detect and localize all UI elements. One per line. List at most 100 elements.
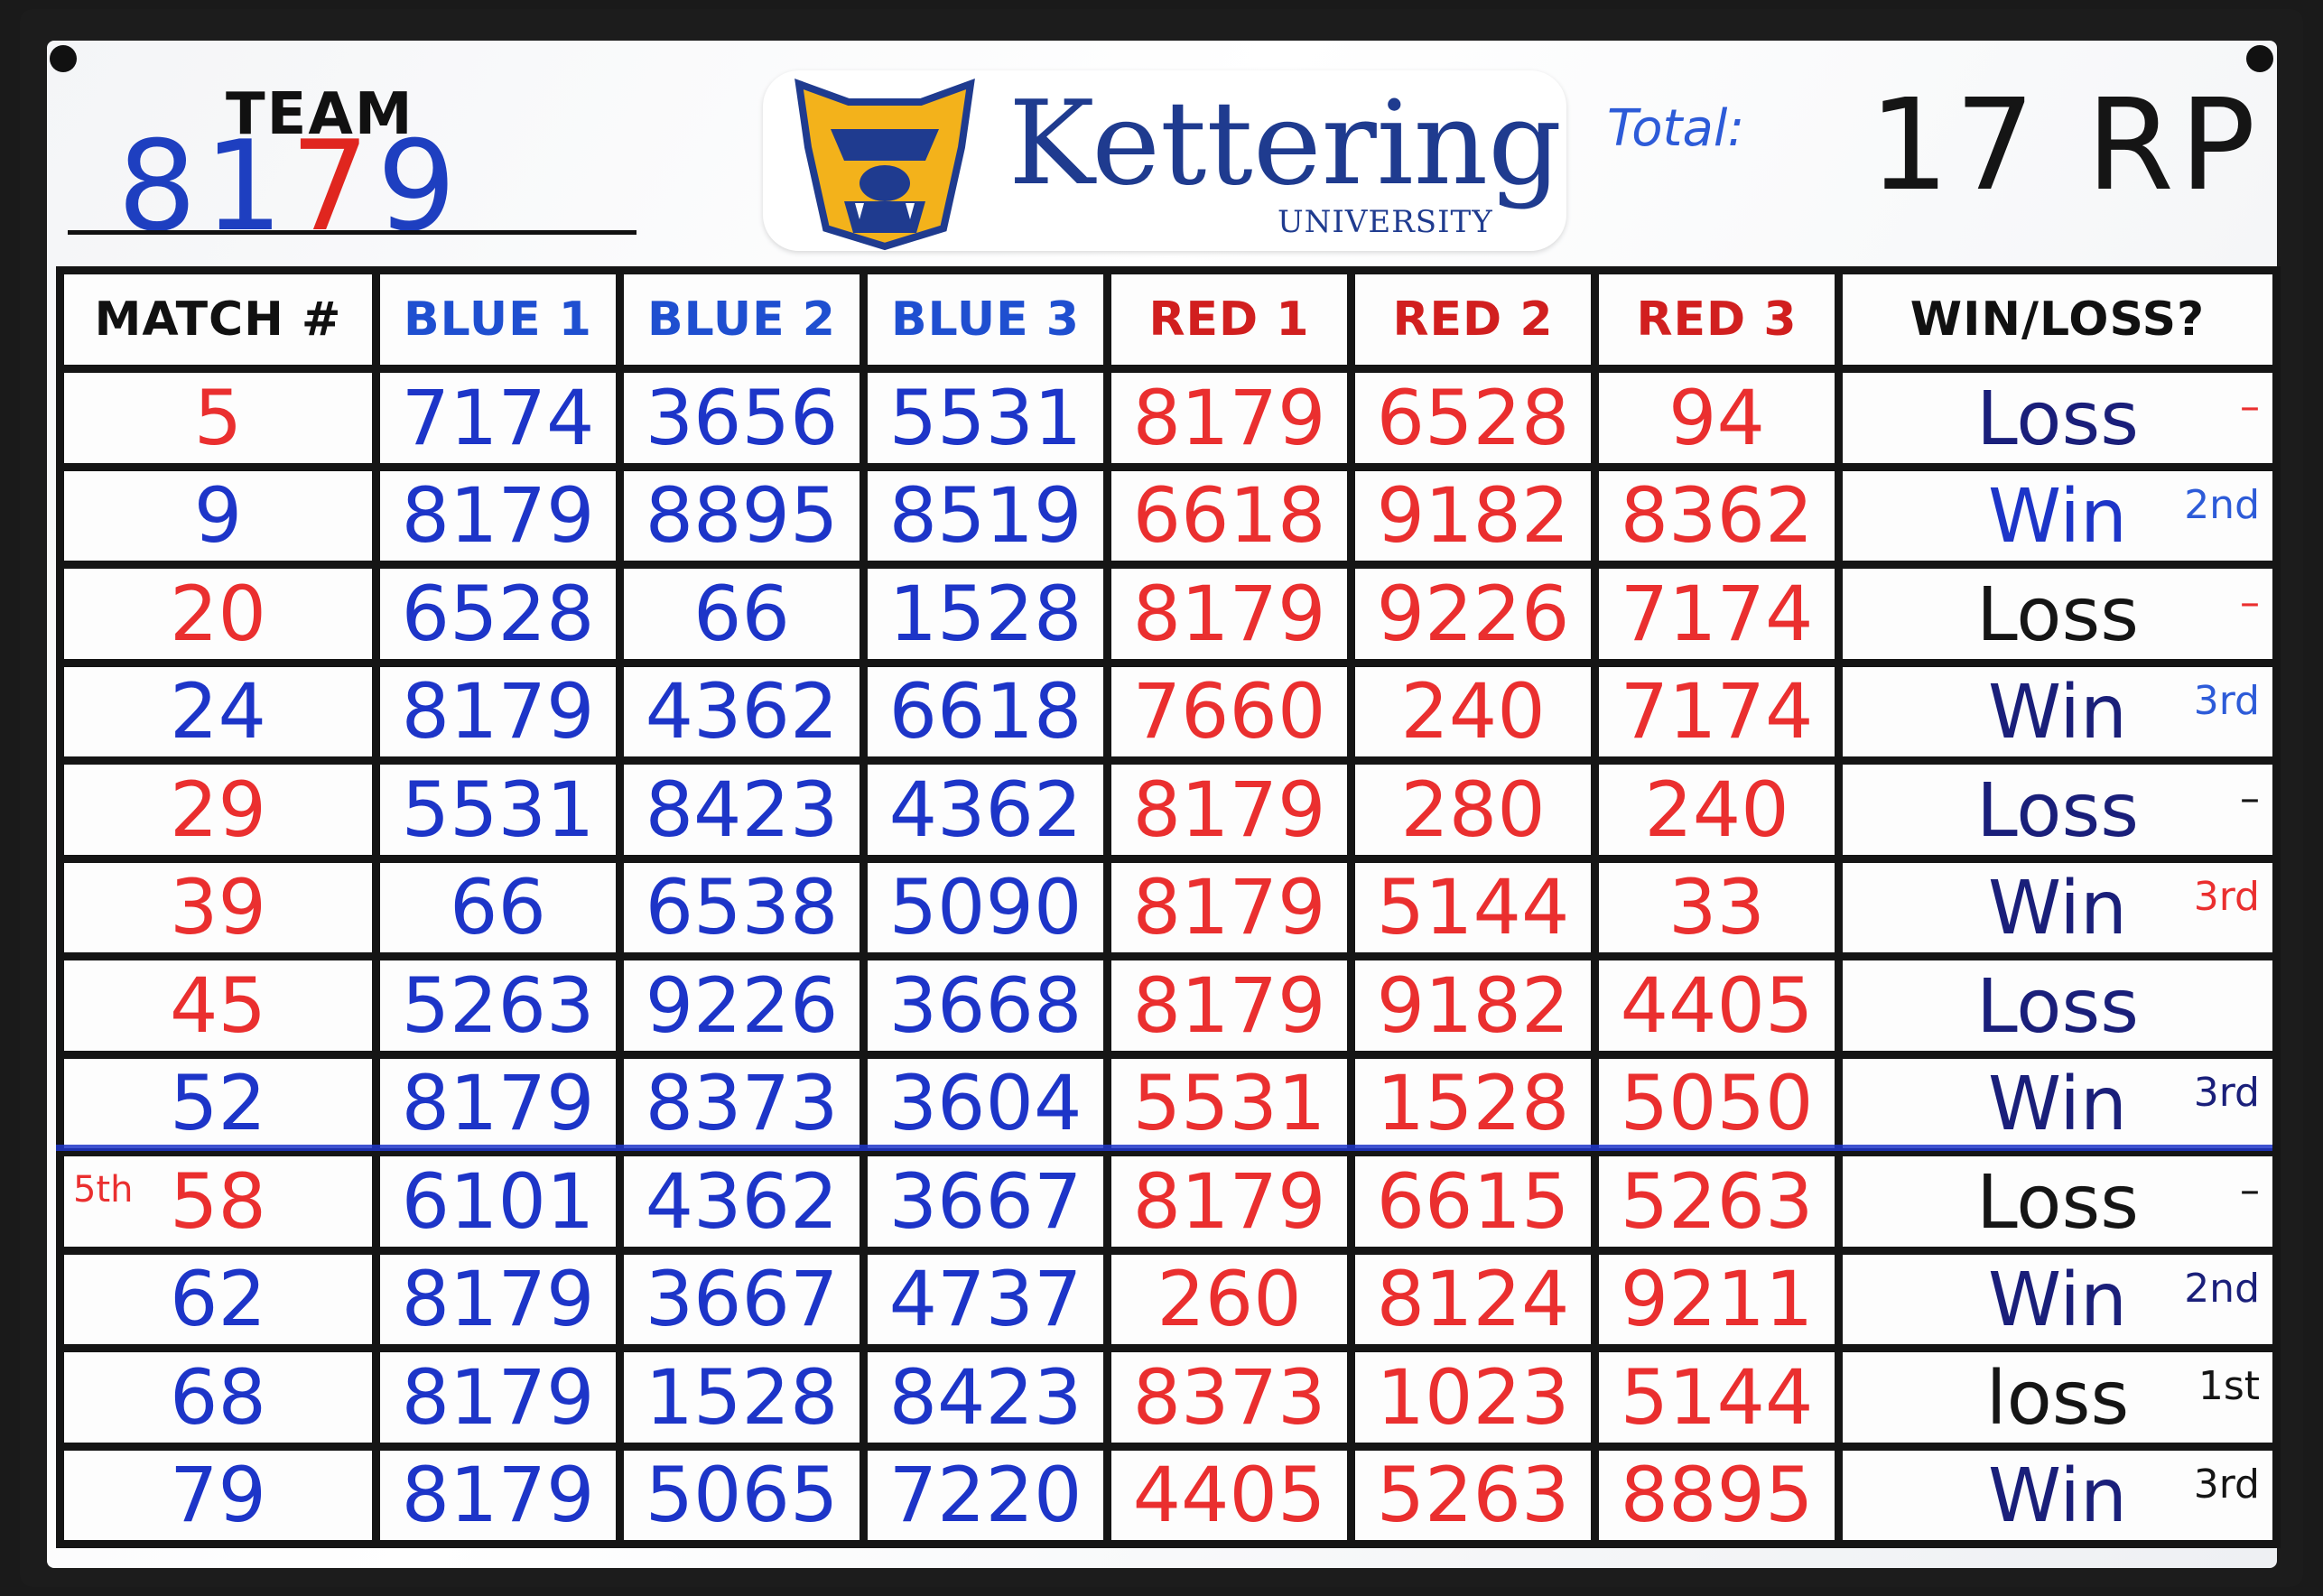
header-blue-2: BLUE 2 xyxy=(616,266,868,373)
match-number: 68 xyxy=(170,1352,266,1442)
red-team-cell: 5144 xyxy=(1347,854,1599,960)
match-number: 58 xyxy=(170,1156,266,1246)
table-row: 5 7174 3656 5531 8179 6528 94 Loss – xyxy=(56,365,2281,471)
rank-note: – xyxy=(2240,580,2260,626)
result-cell: Loss – xyxy=(1835,365,2281,471)
red-team-cell: 7660 xyxy=(1103,658,1355,765)
result-cell: Win 3rd xyxy=(1835,854,2281,960)
result-text: Win xyxy=(1987,1257,2128,1344)
result-text: Win xyxy=(1987,1453,2128,1540)
mounting-hole-right xyxy=(2246,45,2273,72)
red-team-cell: 240 xyxy=(1591,756,1843,863)
match-number-cell: 5 xyxy=(56,365,380,471)
result-cell: Win 3rd xyxy=(1835,658,2281,765)
blue-team-cell: 5090 xyxy=(860,854,1111,960)
header-match: MATCH # xyxy=(56,266,380,373)
result-cell: Loss – xyxy=(1835,561,2281,667)
blue-team-cell: 3667 xyxy=(616,1246,868,1352)
team-number: 8179 xyxy=(117,125,463,249)
blue-team-cell: 1528 xyxy=(860,561,1111,667)
match-number: 5 xyxy=(193,373,243,462)
mounting-hole-left xyxy=(50,45,77,72)
team-label: TEAM xyxy=(226,81,414,148)
rank-note: 2nd xyxy=(2184,1265,2260,1312)
red-team-cell: 5531 xyxy=(1103,1050,1355,1156)
blue-team-cell: 4362 xyxy=(616,658,868,765)
blue-team-cell: 6618 xyxy=(860,658,1111,765)
match-number: 45 xyxy=(170,960,266,1050)
team-number-part: 7 xyxy=(290,114,377,259)
blue-team-cell: 66 xyxy=(616,561,868,667)
blue-team-cell: 6101 xyxy=(372,1148,624,1255)
blue-team-cell: 8895 xyxy=(616,462,868,569)
table-row: 68 8179 1528 8423 8373 1023 5144 loss 1st xyxy=(56,1344,2281,1451)
match-note: 5th xyxy=(73,1169,134,1211)
result-text: Loss xyxy=(1976,571,2139,658)
blue-team-cell: 8373 xyxy=(616,1050,868,1156)
match-number: 29 xyxy=(170,765,266,854)
logo-wordmark: Kettering xyxy=(1008,77,1563,211)
red-team-cell: 1023 xyxy=(1347,1344,1599,1451)
blue-team-cell: 8179 xyxy=(372,658,624,765)
red-team-cell: 8179 xyxy=(1103,854,1355,960)
rank-note: 2nd xyxy=(2184,481,2260,528)
blue-team-cell: 8179 xyxy=(372,1442,624,1548)
result-text: Loss xyxy=(1976,767,2139,854)
table-row: 9 8179 8895 8519 6618 9182 8362 Win 2nd xyxy=(56,462,2281,569)
red-team-cell: 240 xyxy=(1347,658,1599,765)
red-team-cell: 9182 xyxy=(1347,952,1599,1059)
header-blue-1: BLUE 1 xyxy=(372,266,624,373)
blue-team-cell: 6528 xyxy=(372,561,624,667)
result-text: Win xyxy=(1987,866,2128,952)
match-table: MATCH # BLUE 1 BLUE 2 BLUE 3 RED 1 RED 2… xyxy=(56,266,2281,1548)
blue-team-cell: 7174 xyxy=(372,365,624,471)
blue-team-cell: 5263 xyxy=(372,952,624,1059)
blue-team-cell: 5531 xyxy=(860,365,1111,471)
blue-team-cell: 4362 xyxy=(616,1148,868,1255)
red-team-cell: 8179 xyxy=(1103,561,1355,667)
header-blue-3: BLUE 3 xyxy=(860,266,1111,373)
team-number-part: 81 xyxy=(117,114,291,259)
blue-team-cell: 7220 xyxy=(860,1442,1111,1548)
match-number: 62 xyxy=(170,1255,266,1344)
rank-note: 3rd xyxy=(2193,873,2260,920)
header-win-loss: WIN/LOSS? xyxy=(1835,266,2281,373)
rank-note: 3rd xyxy=(2193,677,2260,724)
match-number-cell: 58 5th xyxy=(56,1148,380,1255)
rank-note: – xyxy=(2240,775,2260,821)
result-cell: loss 1st xyxy=(1835,1344,2281,1451)
blue-team-cell: 3656 xyxy=(616,365,868,471)
blue-team-cell: 5531 xyxy=(372,756,624,863)
header-red-2: RED 2 xyxy=(1347,266,1599,373)
red-team-cell: 8179 xyxy=(1103,952,1355,1059)
result-text: Loss xyxy=(1976,963,2139,1050)
red-team-cell: 5144 xyxy=(1591,1344,1843,1451)
result-text: Win xyxy=(1987,670,2128,756)
match-number-cell: 9 xyxy=(56,462,380,569)
blue-team-cell: 8179 xyxy=(372,462,624,569)
red-team-cell: 8373 xyxy=(1103,1344,1355,1451)
blue-team-cell: 66 xyxy=(372,854,624,960)
rank-note: 3rd xyxy=(2193,1461,2260,1508)
red-team-cell: 9226 xyxy=(1347,561,1599,667)
red-team-cell: 5050 xyxy=(1591,1050,1843,1156)
red-team-cell: 8179 xyxy=(1103,365,1355,471)
red-team-cell: 7174 xyxy=(1591,561,1843,667)
kettering-logo: Kettering UNIVERSITY xyxy=(763,70,1566,251)
match-number: 52 xyxy=(170,1059,266,1148)
table-row: 62 8179 3667 4737 260 8124 9211 Win 2nd xyxy=(56,1246,2281,1352)
header-red-1: RED 1 xyxy=(1103,266,1355,373)
table-row: 79 8179 5065 7220 4405 5263 8895 Win 3rd xyxy=(56,1442,2281,1548)
rank-note: – xyxy=(2240,1167,2260,1213)
total-label: Total: xyxy=(1607,99,1745,158)
red-team-cell: 7174 xyxy=(1591,658,1843,765)
match-number: 24 xyxy=(170,667,266,756)
table-row: 24 8179 4362 6618 7660 240 7174 Win 3rd xyxy=(56,658,2281,765)
table-header-row: MATCH # BLUE 1 BLUE 2 BLUE 3 RED 1 RED 2… xyxy=(56,266,2281,373)
blue-team-cell: 8179 xyxy=(372,1246,624,1352)
red-team-cell: 6528 xyxy=(1347,365,1599,471)
rank-note: – xyxy=(2240,384,2260,430)
table-row: 45 5263 9226 3668 8179 9182 4405 Loss xyxy=(56,952,2281,1059)
red-team-cell: 6615 xyxy=(1347,1148,1599,1255)
result-cell: Loss – xyxy=(1835,1148,2281,1255)
